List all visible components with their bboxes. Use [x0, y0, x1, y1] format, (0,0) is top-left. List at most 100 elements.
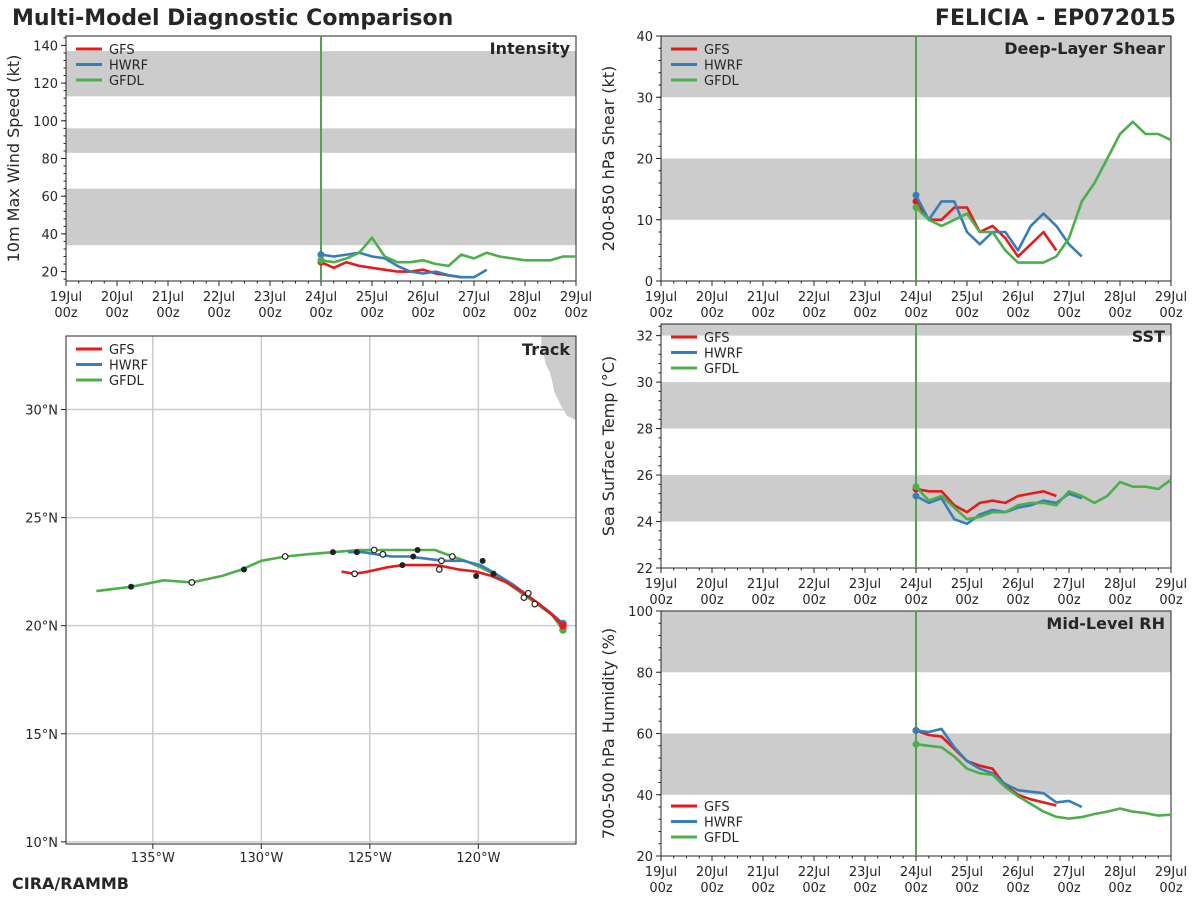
- intensity-xtick-label: 00z: [54, 306, 78, 321]
- shear-xtick-label: 21Jul: [747, 290, 779, 305]
- sst-title: SST: [1132, 327, 1165, 346]
- shear-xtick-label: 25Jul: [951, 290, 983, 305]
- track-legend-label-gfs: GFS: [109, 343, 135, 358]
- intensity-xtick-label: 00z: [156, 306, 180, 321]
- track-marker-open: [520, 594, 528, 601]
- track-series-gfs: [341, 563, 564, 627]
- shear-xtick-label: 00z: [1108, 306, 1132, 321]
- sst-series-gfdl: [915, 478, 1172, 521]
- sst-xtick-label: 26Jul: [1002, 577, 1034, 592]
- sst-xtick-label: 00z: [1108, 593, 1132, 608]
- rh-xtick-label: 00z: [700, 881, 724, 896]
- intensity-start-gfdl: [317, 256, 325, 264]
- rh-xtick-label: 00z: [802, 881, 826, 896]
- track-marker-filled: [414, 547, 421, 554]
- intensity-xtick-label: 19Jul: [50, 290, 82, 305]
- sst-xtick-label: 00z: [904, 593, 928, 608]
- shear-series-gfs: [914, 200, 1058, 258]
- intensity-xtick-label: 00z: [207, 306, 231, 321]
- shear-ylabel: 200-850 hPa Shear (kt): [599, 66, 618, 252]
- intensity-xtick-label: 00z: [309, 306, 333, 321]
- track-panel: 135°W 130°W 125°W 120°W 10°N 15°N 20°N 25°N 30°N…: [25, 335, 577, 866]
- sst-xtick-label: 22Jul: [798, 577, 830, 592]
- sst-ytick-label: 32: [636, 330, 653, 345]
- track-marker-filled: [479, 557, 486, 564]
- track-ytick-label: 25°N: [25, 512, 58, 527]
- shear-xtick-label: 00z: [955, 306, 979, 321]
- figure-title: Multi-Model Diagnostic Comparison: [12, 6, 454, 31]
- intensity-ylabel: 10m Max Wind Speed (kt): [4, 55, 23, 263]
- shear-xtick-label: 00z: [1057, 306, 1081, 321]
- track-marker-open: [524, 589, 532, 597]
- shear-ytick-label: 20: [636, 153, 653, 168]
- sst-xtick-label: 28Jul: [1104, 577, 1136, 592]
- sst-xtick-label: 19Jul: [645, 577, 677, 592]
- track-marker-open: [448, 553, 456, 560]
- rh-xtick-label: 00z: [955, 881, 979, 896]
- track-frame: [65, 335, 577, 845]
- intensity-title: Intensity: [490, 39, 571, 58]
- track-marker-filled: [490, 570, 497, 577]
- sst-ylabel: Sea Surface Temp (°C): [599, 356, 618, 536]
- rh-series-hwrf: [915, 727, 1083, 809]
- track-xtick-label: 130°W: [239, 851, 283, 866]
- rh-series-gfdl: [915, 742, 1172, 820]
- sst-xtick-label: 25Jul: [951, 577, 983, 592]
- rh-ytick-label: 40: [636, 789, 653, 804]
- sst-ytick-label: 30: [636, 376, 653, 391]
- storm-name: FELICIA - EP072015: [934, 6, 1176, 31]
- rh-xtick-label: 25Jul: [951, 865, 983, 880]
- sst-xtick-label: 20Jul: [696, 577, 728, 592]
- sst-series-gfs: [915, 487, 1057, 514]
- shear-series-gfdl: [915, 120, 1172, 264]
- sst-xtick-label: 00z: [1159, 593, 1183, 608]
- rh-ytick-label: 100: [628, 605, 653, 620]
- track-marker-filled: [128, 583, 135, 590]
- intensity-ytick-label: 100: [33, 115, 58, 130]
- intensity-series-hwrf: [320, 251, 488, 279]
- track-ytick-label: 20°N: [25, 620, 58, 635]
- shear-ytick-label: 30: [636, 91, 653, 106]
- shear-legend-label-gfs: GFS: [704, 43, 730, 58]
- rh-ytick-label: 60: [636, 728, 653, 743]
- rh-legend-label-gfs: GFS: [704, 800, 730, 815]
- sst-xtick-label: 23Jul: [849, 577, 881, 592]
- sst-xtick-label: 21Jul: [747, 577, 779, 592]
- rh-xtick-label: 28Jul: [1104, 865, 1136, 880]
- credit-label: CIRA/RAMMB: [12, 874, 129, 893]
- rh-xtick-label: 00z: [649, 881, 673, 896]
- rh-xtick-label: 21Jul: [747, 865, 779, 880]
- track-xtick-label: 125°W: [348, 851, 392, 866]
- track-marker-filled: [399, 562, 406, 569]
- rh-start-gfdl: [912, 740, 920, 748]
- intensity-xtick-label: 21Jul: [152, 290, 184, 305]
- intensity-legend-label-gfs: GFS: [109, 43, 135, 58]
- intensity-series-gfs: [320, 260, 462, 279]
- sst-ytick-label: 22: [636, 562, 653, 577]
- track-series-hwrf: [348, 550, 564, 625]
- shear-ytick-label: 10: [636, 214, 653, 229]
- sst-legend-label-gfs: GFS: [704, 331, 730, 346]
- track-series-gfdl: [96, 548, 565, 631]
- track-marker-filled: [473, 572, 480, 579]
- intensity-xtick-label: 27Jul: [458, 290, 490, 305]
- rh-xtick-label: 00z: [1159, 881, 1183, 896]
- track-ytick-label: 30°N: [25, 403, 58, 418]
- shear-xtick-label: 00z: [1006, 306, 1030, 321]
- shear-xtick-label: 23Jul: [849, 290, 881, 305]
- track-title: Track: [522, 340, 570, 359]
- rh-start-hwrf: [912, 726, 920, 734]
- rh-xtick-label: 00z: [853, 881, 877, 896]
- intensity-legend-label-hwrf: HWRF: [109, 59, 148, 74]
- sst-ytick-label: 28: [636, 423, 653, 438]
- intensity-ytick-label: 80: [41, 153, 58, 168]
- sst-xtick-label: 24Jul: [900, 577, 932, 592]
- rh-ytick-label: 80: [636, 666, 653, 681]
- rh-xtick-label: 00z: [751, 881, 775, 896]
- track-marker-open: [370, 546, 378, 554]
- track-marker-filled: [240, 566, 247, 573]
